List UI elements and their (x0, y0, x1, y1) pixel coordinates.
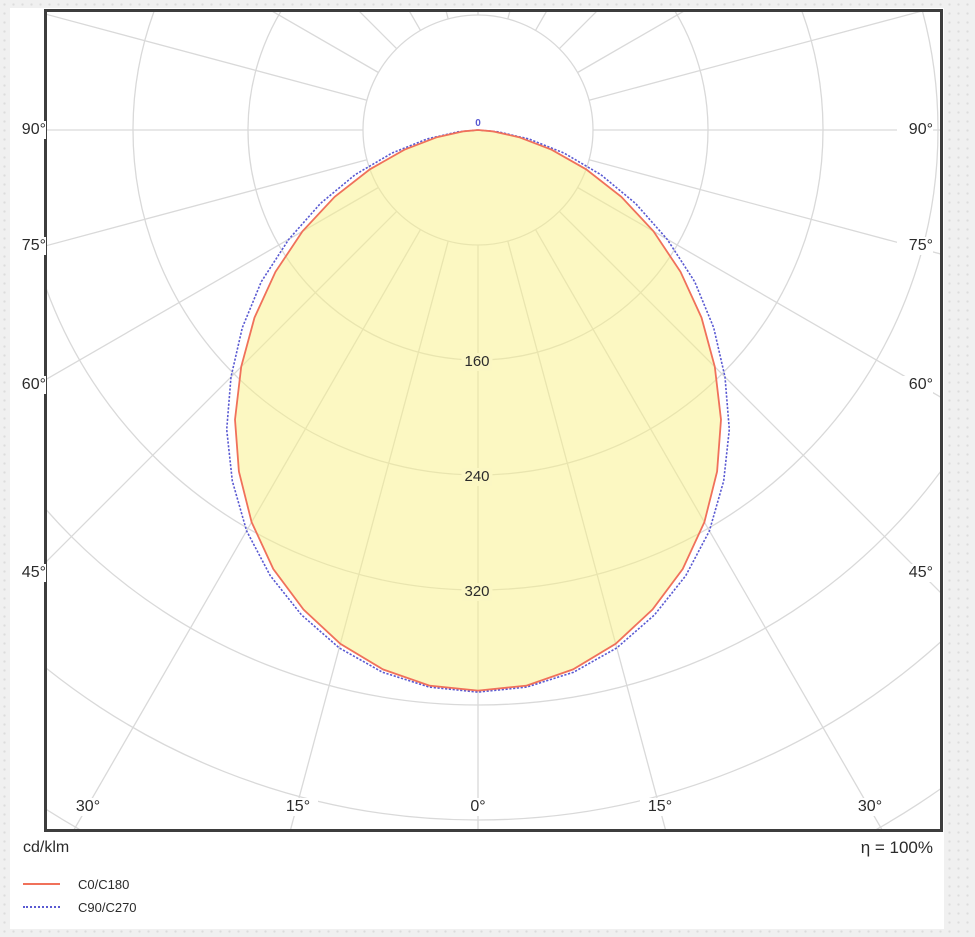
grid-radial-75 (588, 159, 940, 255)
grid-radial-300 (47, 186, 379, 380)
ring-label-240: 240 (461, 468, 493, 486)
curve-c0-c180 (234, 129, 722, 692)
center-zero-label: 0 (475, 118, 481, 129)
angle-tick-left-75: 75° (10, 237, 46, 255)
unit-label: cd/klm (23, 839, 70, 856)
angle-tick-right-90: 90° (897, 121, 933, 139)
angle-tick-left-90: 90° (10, 121, 46, 139)
plot-frame (44, 9, 943, 832)
grid-radial-285 (47, 159, 368, 247)
angle-tick-left-45: 45° (10, 564, 46, 582)
grid-radial-105 (588, 12, 921, 101)
angle-tick-right-75: 75° (897, 237, 933, 255)
grid-radial-60 (577, 186, 940, 398)
angle-tick-bottom-15R: 15° (640, 798, 680, 816)
legend-swatch-c0-c180 (23, 883, 60, 885)
angle-tick-left-60: 60° (10, 376, 46, 394)
legend-label-c90-c270: C90/C270 (78, 900, 137, 915)
angle-tick-bottom-30L: 30° (68, 798, 108, 816)
intensity-fill (235, 130, 721, 691)
angle-tick-right-60: 60° (897, 376, 933, 394)
angle-tick-right-45: 45° (897, 564, 933, 582)
ring-label-320: 320 (461, 583, 493, 601)
grid-radial-135 (558, 12, 597, 50)
angle-tick-bottom-15L: 15° (278, 798, 318, 816)
grid-radial-225 (359, 12, 398, 50)
ring-label-160: 160 (461, 353, 493, 371)
angle-tick-bottom-30R: 30° (850, 798, 890, 816)
legend-swatch-c90-c270 (23, 906, 60, 908)
grid-radial-210 (409, 12, 422, 31)
curve-c90-c270 (225, 129, 731, 693)
grid-radial-255 (47, 13, 368, 101)
legend-label-c0-c180: C0/C180 (78, 877, 130, 892)
grid-radial-150 (534, 12, 547, 31)
angle-tick-bottom-0: 0° (458, 798, 498, 816)
efficiency-label: η = 100% (860, 838, 933, 857)
